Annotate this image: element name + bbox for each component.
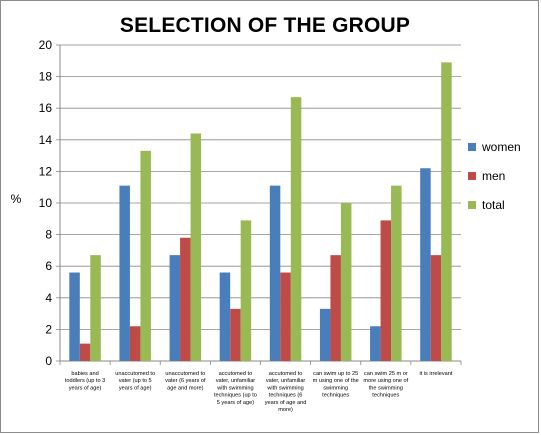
x-tick-label: it is irrelevant [419,371,452,377]
bar-men [430,255,442,361]
y-axis-label: % [10,192,22,206]
x-tick-label: accutomed to vater, unfamiliar with swimmi… [214,371,257,406]
y-tick-label: 14 [39,133,53,147]
bar-total [140,150,151,361]
y-tick-label: 16 [39,101,53,115]
x-tick-label: can swim 25 m or more using one of the swi… [363,371,408,399]
bar-women [219,272,231,361]
bar-men [380,220,392,361]
bar-men [129,326,141,361]
legend-label-women: women [482,140,521,154]
legend-swatch-men [468,172,476,180]
bar-women [69,272,80,361]
y-tick-label: 18 [39,70,53,84]
legend-label-total: total [482,198,505,212]
x-tick-label: accutomed to vater, unfamiliar with swimmi… [265,371,307,413]
bar-total [290,97,302,361]
bar-total [240,220,252,361]
y-tick-label: 4 [45,291,52,305]
y-tick-label: 6 [45,259,52,273]
x-tick-label: unaccutomed to vater (up to 5 years of age… [115,371,155,391]
bar-total [190,133,202,361]
bar-men [230,308,241,361]
legend-label-men: men [482,169,506,183]
bar-women [169,255,181,361]
bar-women [319,308,331,361]
bar-total [90,255,101,361]
bar-women [269,185,281,361]
x-tick-label: babies and toddlers (up to 3 years of age) [65,371,105,391]
bar-women [119,185,130,361]
bar-women [420,168,431,361]
legend-swatch-women [468,143,476,151]
y-tick-label: 20 [39,38,53,52]
legend-item-men: men [468,169,538,183]
legend-item-women: women [468,140,538,154]
bar-men [79,343,91,361]
x-tick-label: can swim up to 25 m using one of the swimm… [313,371,359,399]
bar-total [391,185,402,361]
bar-men [330,255,341,361]
bar-men [280,272,291,361]
bar-total [441,62,452,361]
y-tick-label: 0 [45,354,52,368]
x-tick-label: unaccutomed to vater (6 years of age and m… [165,371,206,391]
y-tick-label: 2 [45,322,52,336]
y-tick-label: 10 [39,196,53,210]
bar-women [370,326,381,361]
bar-total [340,203,352,361]
y-tick-label: 8 [45,228,52,242]
bar-men [180,237,191,361]
chart-title: SELECTION OF THE GROUP [119,14,411,37]
y-tick-label: 12 [39,164,53,178]
legend-swatch-total [468,201,476,209]
legend-item-total: total [468,198,538,212]
legend: women men total [468,140,538,227]
